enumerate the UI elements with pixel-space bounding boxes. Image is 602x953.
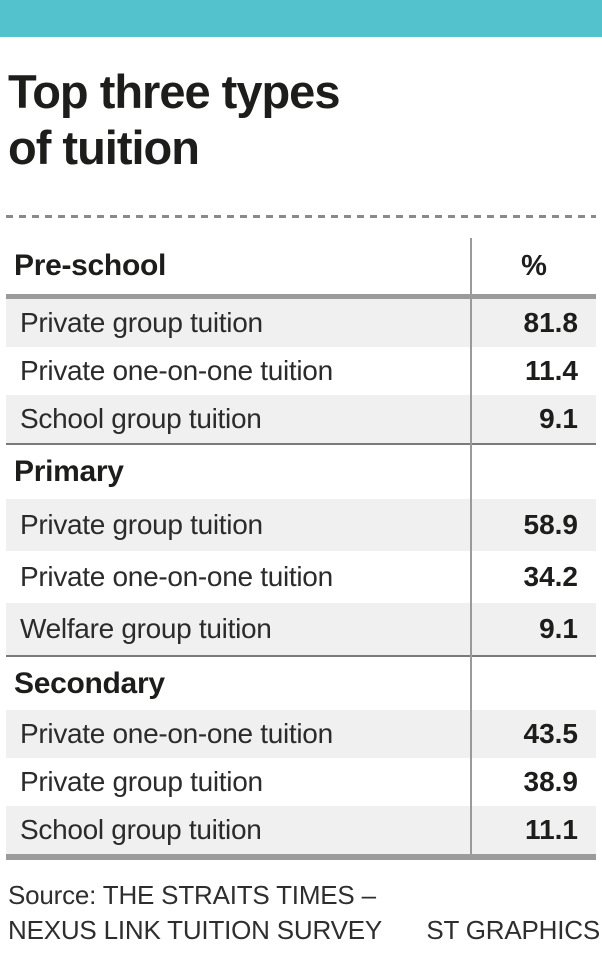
section-divider-thin (6, 655, 596, 657)
table-row: School group tuition 9.1 (6, 395, 596, 443)
section-label: Primary (14, 455, 124, 488)
row-label: Private one-on-one tuition (20, 718, 333, 749)
section-divider-thin (6, 443, 596, 445)
column-divider-line (470, 238, 472, 854)
row-value: 11.1 (525, 814, 578, 845)
table-row: School group tuition 11.1 (6, 806, 596, 854)
row-label: School group tuition (20, 814, 262, 845)
row-label: Private one-on-one tuition (20, 355, 333, 386)
table-row: Private one-on-one tuition 43.5 (6, 710, 596, 758)
section-pre-school: Pre-school% Private group tuition 81.8 Priv… (6, 238, 596, 443)
row-label: Private one-on-one tuition (20, 561, 333, 592)
tuition-table: Pre-school% Private group tuition 81.8 Priv… (6, 238, 596, 860)
row-value: 43.5 (523, 718, 579, 749)
top-accent-bar (0, 0, 602, 37)
row-value: 38.9 (523, 766, 579, 797)
row-label: Private group tuition (20, 509, 263, 540)
section-header: Secondary (6, 657, 596, 710)
section-header: Primary (6, 445, 596, 499)
table-row: Welfare group tuition 9.1 (6, 603, 596, 655)
table-row: Private group tuition 81.8 (6, 299, 596, 347)
page-title-line-1: Top three types (8, 65, 340, 118)
page-title-line-2: of tuition (8, 121, 200, 174)
table-row: Private group tuition 58.9 (6, 499, 596, 551)
row-value: 11.4 (525, 355, 578, 386)
section-label: Pre-school (14, 249, 167, 282)
bottom-border (6, 854, 596, 860)
row-value: 34.2 (523, 561, 579, 592)
row-value: 9.1 (539, 403, 578, 434)
credit: ST GRAPHICS (426, 915, 600, 945)
tuition-table-body: Pre-school% Private group tuition 81.8 Priv… (6, 238, 596, 860)
table-row: Private one-on-one tuition 11.4 (6, 347, 596, 395)
row-label: Private group tuition (20, 307, 263, 338)
row-value: 81.8 (523, 307, 579, 338)
row-label: School group tuition (20, 403, 262, 434)
source-line-1: Source: THE STRAITS TIMES – (8, 880, 376, 910)
page-title: Top three types of tuition (8, 64, 340, 176)
footer: Source: THE STRAITS TIMES – NEXUS LINK T… (8, 878, 600, 948)
footer-line-2: NEXUS LINK TUITION SURVEY ST GRAPHICS (8, 913, 600, 948)
row-value: 58.9 (523, 509, 579, 540)
table-row: Private group tuition 38.9 (6, 758, 596, 806)
row-label: Private group tuition (20, 766, 263, 797)
dashed-divider (6, 215, 596, 218)
section-label: Secondary (14, 666, 165, 700)
percent-column-header: % (521, 249, 547, 282)
section-header: Pre-school% (6, 238, 596, 294)
table-row: Private one-on-one tuition 34.2 (6, 551, 596, 603)
section-secondary: Secondary Private one-on-one tuition 43.5 P… (6, 655, 596, 854)
source-line-2: NEXUS LINK TUITION SURVEY (8, 915, 383, 945)
section-primary: Primary Private group tuition 58.9 Private … (6, 443, 596, 655)
row-label: Welfare group tuition (20, 613, 272, 644)
header-divider-thick (6, 294, 596, 299)
row-value: 9.1 (539, 613, 578, 644)
